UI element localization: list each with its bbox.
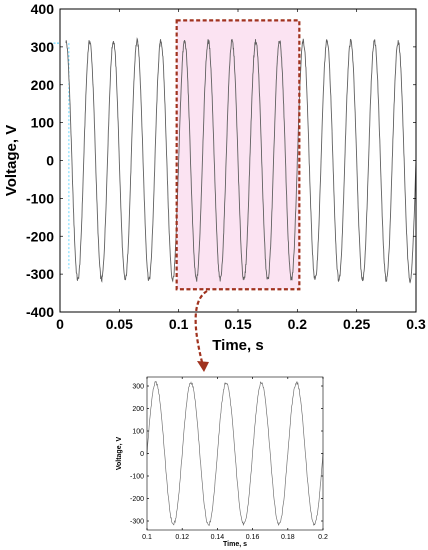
x-tick-label: 0.2 <box>318 534 328 541</box>
y-tick-label: 100 <box>31 115 55 131</box>
y-tick-label: 200 <box>132 406 144 413</box>
x-tick-label: 0.18 <box>281 534 295 541</box>
y-tick-label: 400 <box>31 1 55 17</box>
y-tick-label: -100 <box>26 190 54 206</box>
y-tick-label: 0 <box>140 451 144 458</box>
y-tick-label: 300 <box>31 39 55 55</box>
y-tick-label: -400 <box>26 304 54 320</box>
y-axis-label: Voltage, V <box>116 437 123 471</box>
x-tick-label: 0 <box>56 316 64 332</box>
y-tick-label: 300 <box>132 384 144 391</box>
y-axis-label: Voltage, V <box>3 125 20 196</box>
x-axis-label: Time, s <box>212 337 263 354</box>
x-tick-label: 0.15 <box>224 316 251 332</box>
y-tick-label: -300 <box>130 519 144 526</box>
zoom-chart: 0.1 0.12 0.14 0.16 0.18 0.2 300 200 100 0 -100 -200… <box>116 376 328 548</box>
y-tick-label: -200 <box>130 496 144 503</box>
x-tick-label: 0.05 <box>106 316 133 332</box>
zoom-arrow-head <box>197 361 209 372</box>
x-tick-label: 0.2 <box>288 316 308 332</box>
x-tick-label: 0.3 <box>406 316 426 332</box>
highlight-region-border <box>175 19 301 291</box>
x-tick-label: 0.1 <box>142 534 152 541</box>
x-tick-label: 0.14 <box>211 534 225 541</box>
x-tick-label: 0.12 <box>175 534 189 541</box>
main-chart: 0 0.05 0.1 0.15 0.2 0.25 0.3 400 300 200 100 0 -100 -… <box>3 1 426 354</box>
x-tick-label: 0.16 <box>246 534 260 541</box>
series-line <box>65 37 417 284</box>
y-tick-label: 200 <box>31 77 55 93</box>
y-tick-label: 100 <box>132 429 144 436</box>
y-tick-label: 0 <box>46 153 54 169</box>
x-tick-label: 0.25 <box>343 316 370 332</box>
x-tick-label: 0.1 <box>169 316 189 332</box>
x-axis-label: Time, s <box>223 541 247 548</box>
series-line <box>146 381 324 527</box>
y-tick-label: -200 <box>26 228 54 244</box>
y-tick-label: -100 <box>130 474 144 481</box>
y-tick-label: -300 <box>26 266 54 282</box>
